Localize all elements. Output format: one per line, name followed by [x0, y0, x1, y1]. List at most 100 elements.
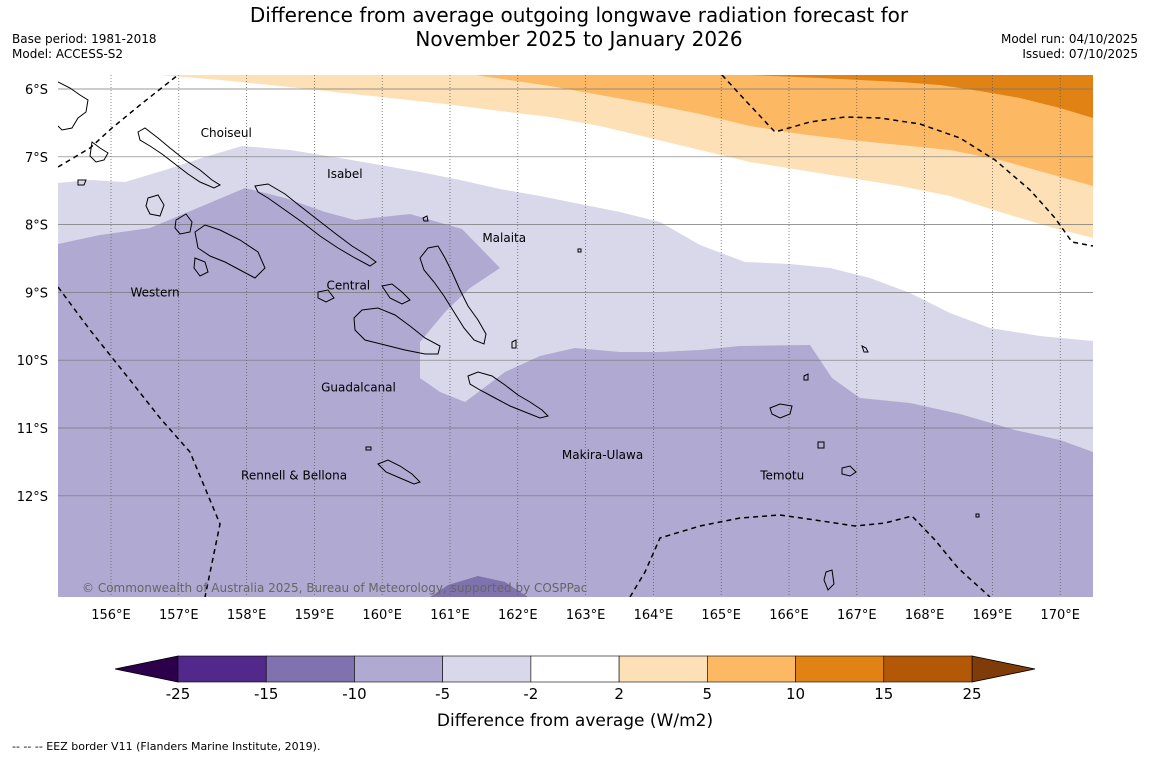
malaita-island — [419, 245, 487, 345]
anuta-island — [823, 569, 835, 591]
province-label-guadalcanal: Guadalcanal — [321, 380, 396, 394]
colorbar-segment-6 — [707, 655, 796, 683]
issued-text: Issued: 07/10/2025 — [1022, 47, 1138, 61]
colorbar-segment-8 — [883, 655, 973, 683]
colorbar-label: Difference from average (W/m2) — [437, 711, 713, 731]
duff-islands — [803, 373, 809, 381]
eez-border-south — [629, 514, 991, 597]
lon-tick-label: 159°E — [295, 608, 335, 623]
colorbar-extend-high — [971, 655, 1036, 683]
province-label-western: Western — [130, 285, 179, 299]
lon-tick-label: 160°E — [362, 608, 402, 623]
model-text: Model: ACCESS-S2 — [12, 47, 124, 61]
lat-tick-label: 12°S — [17, 490, 48, 505]
lon-tick-label: 161°E — [430, 608, 470, 623]
bougainville-island — [58, 81, 89, 131]
eez-borders — [58, 75, 1093, 597]
rendova-island — [193, 257, 209, 277]
santa-isabel-island — [254, 183, 377, 267]
nggela-islands — [381, 283, 411, 305]
colorbar-segment-7 — [795, 655, 885, 683]
copyright-text: © Commonwealth of Australia 2025, Bureau… — [82, 581, 587, 595]
lon-tick-label: 168°E — [905, 608, 945, 623]
lat-tick-label: 9°S — [25, 286, 48, 301]
colorbar-segment-1 — [265, 655, 355, 683]
tikopia-island — [975, 513, 980, 518]
colorbar-tick-label: -5 — [435, 685, 450, 703]
colorbar-tick-label: 10 — [786, 685, 805, 703]
ontong-java-island — [422, 215, 429, 222]
longitude-tick-labels: 156°E 157°E 158°E 159°E 160°E 161°E 162°E 163°E… — [91, 608, 1080, 623]
colorbar-tick-label: -2 — [523, 685, 538, 703]
colorbar-tick-label: -25 — [166, 685, 191, 703]
province-label-isabel: Isabel — [327, 167, 362, 181]
province-label-choiseul: Choiseul — [201, 126, 252, 140]
latitude-tick-labels: 6°S 7°S 8°S 9°S 10°S 11°S 12°S — [17, 83, 48, 505]
title-line-2: November 2025 to January 2026 — [415, 27, 743, 51]
makira-island — [467, 371, 549, 419]
colorbar-extend-low — [114, 655, 179, 683]
lon-tick-label: 158°E — [227, 608, 267, 623]
lat-tick-label: 6°S — [25, 83, 48, 98]
gridlines — [58, 75, 1093, 597]
lon-tick-label: 156°E — [91, 608, 131, 623]
guadalcanal-island — [353, 307, 441, 355]
colorbar-tick-label: -10 — [342, 685, 367, 703]
province-labels: Choiseul Isabel Malaita Western Central Guada… — [130, 126, 804, 482]
anomaly-minus15-region — [430, 576, 528, 597]
colorbar-segment-5 — [618, 655, 708, 683]
meta-left: Base period: 1981-2018 Model: ACCESS-S2 — [12, 32, 157, 62]
lon-tick-label: 157°E — [159, 608, 199, 623]
eez-legend-note: -- -- -- EEZ border V11 (Flanders Marine… — [12, 740, 321, 753]
meta-right: Model run: 04/10/2025 Issued: 07/10/2025 — [1001, 32, 1138, 62]
colorbar-tick-label: 25 — [962, 685, 981, 703]
lon-tick-label: 169°E — [973, 608, 1013, 623]
lon-tick-label: 164°E — [634, 608, 674, 623]
province-label-temotu: Temotu — [759, 468, 804, 482]
colorbar-tick-label: 2 — [614, 685, 624, 703]
lon-tick-label: 170°E — [1040, 608, 1080, 623]
shortland-island — [77, 179, 87, 186]
anomaly-plus5-region — [475, 75, 1093, 186]
lat-tick-label: 10°S — [17, 354, 48, 369]
title-line-1: Difference from average outgoing longwav… — [249, 3, 909, 27]
eez-border-northeast — [721, 75, 1093, 247]
colorbar-segment-0 — [177, 655, 267, 683]
island-coastlines — [58, 81, 980, 591]
russell-islands — [317, 289, 335, 303]
anomaly-plus10-region — [750, 75, 1093, 118]
south-malaita-island — [511, 339, 517, 349]
province-label-central: Central — [326, 279, 370, 293]
base-period-text: Base period: 1981-2018 — [12, 32, 157, 46]
kolombangara-island — [174, 213, 193, 235]
lon-tick-label: 165°E — [701, 608, 741, 623]
rennell-island — [377, 459, 421, 485]
province-label-rennell-bellona: Rennell & Bellona — [241, 468, 347, 482]
new-georgia-island — [194, 224, 266, 279]
province-label-makira-ulawa: Makira-Ulawa — [562, 448, 643, 462]
lon-tick-label: 166°E — [769, 608, 809, 623]
colorbar-segment-4 — [530, 655, 620, 683]
choiseul-island — [137, 127, 222, 189]
colorbar-tick-label: -15 — [254, 685, 279, 703]
utupua-island — [817, 441, 825, 449]
bellona-island — [365, 446, 372, 451]
lon-tick-label: 163°E — [566, 608, 606, 623]
colorbar-tick-labels: -25 -15 -10 -5 -2 2 5 10 15 25 — [166, 685, 982, 703]
eez-border-west — [58, 286, 221, 597]
colorbar-segments — [177, 655, 973, 683]
santa-cruz-island — [769, 403, 793, 419]
lat-tick-label: 11°S — [17, 422, 48, 437]
lon-tick-label: 162°E — [498, 608, 538, 623]
colorbar: -25 -15 -10 -5 -2 2 5 10 15 25 Difference from av… — [114, 655, 1036, 731]
map-plot-area: Choiseul Isabel Malaita Western Central Guada… — [58, 75, 1093, 597]
vanikoro-island — [841, 465, 857, 477]
lat-tick-label: 7°S — [25, 151, 48, 166]
colorbar-segment-2 — [354, 655, 443, 683]
colorbar-segment-3 — [442, 655, 532, 683]
colorbar-tick-label: 5 — [703, 685, 713, 703]
colorbar-tick-label: 15 — [874, 685, 893, 703]
lat-tick-label: 8°S — [25, 219, 48, 234]
province-label-malaita: Malaita — [482, 231, 526, 245]
